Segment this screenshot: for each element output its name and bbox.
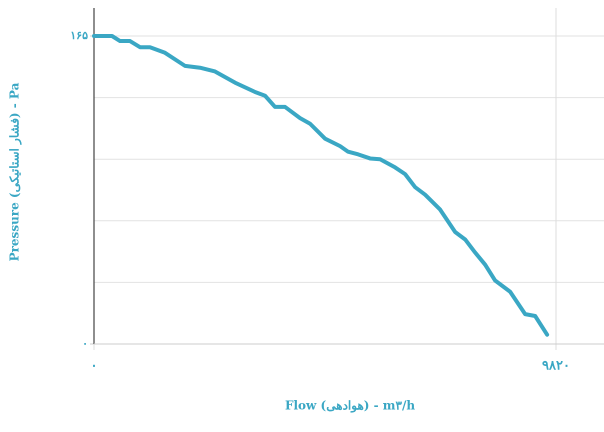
y-axis-title: Pressure (فشار استاتیکی) - Pa: [8, 82, 23, 261]
y-tick-label: ۱۶۵: [70, 29, 88, 42]
x-axis-title: Flow (هوادهی) - m۳/h: [285, 399, 415, 414]
line-series: [92, 34, 550, 337]
x-tick-label: ۹۸۲۰: [542, 359, 570, 374]
x-tick-label: ۰: [91, 359, 98, 374]
y-tick-label: ۰: [82, 337, 88, 350]
